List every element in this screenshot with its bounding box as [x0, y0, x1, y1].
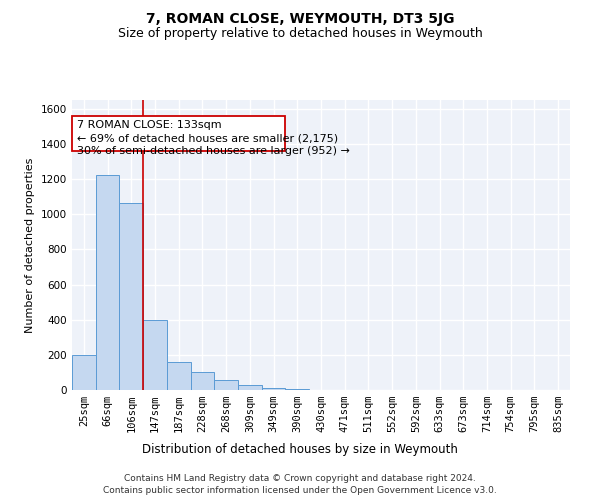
Y-axis label: Number of detached properties: Number of detached properties — [25, 158, 35, 332]
Bar — [262, 388, 286, 390]
Text: 7, ROMAN CLOSE, WEYMOUTH, DT3 5JG: 7, ROMAN CLOSE, WEYMOUTH, DT3 5JG — [146, 12, 454, 26]
Text: Distribution of detached houses by size in Weymouth: Distribution of detached houses by size … — [142, 442, 458, 456]
Text: Contains HM Land Registry data © Crown copyright and database right 2024.
Contai: Contains HM Land Registry data © Crown c… — [103, 474, 497, 495]
Bar — [191, 372, 214, 390]
Bar — [167, 362, 191, 390]
Text: Size of property relative to detached houses in Weymouth: Size of property relative to detached ho… — [118, 28, 482, 40]
Text: 7 ROMAN CLOSE: 133sqm
← 69% of detached houses are smaller (2,175)
30% of semi-d: 7 ROMAN CLOSE: 133sqm ← 69% of detached … — [77, 120, 350, 156]
Bar — [96, 174, 119, 390]
Bar — [119, 203, 143, 390]
Bar — [143, 320, 167, 390]
Bar — [214, 380, 238, 390]
Bar — [72, 355, 96, 390]
Bar — [238, 384, 262, 390]
Bar — [286, 389, 309, 390]
